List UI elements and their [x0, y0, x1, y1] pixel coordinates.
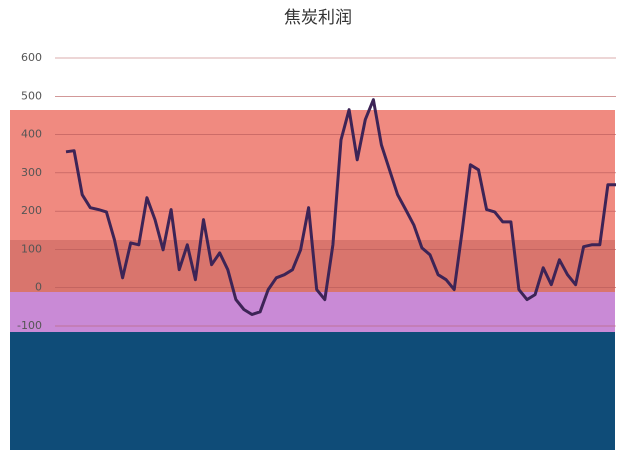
y-tick-label: 400 [21, 128, 42, 141]
line [65, 98, 616, 316]
y-tick-label: 0 [35, 281, 42, 294]
chart-title: 焦炭利润 [284, 8, 352, 28]
y-tick-label: 200 [21, 204, 42, 217]
y-tick-label: 100 [21, 242, 42, 255]
y-tick-label: 500 [21, 89, 42, 102]
label-band [10, 292, 615, 332]
y-tick-label: -100 [17, 319, 42, 332]
y-tick-label: 600 [21, 51, 42, 64]
footer-band [10, 332, 615, 450]
y-tick-label: 300 [21, 166, 42, 179]
